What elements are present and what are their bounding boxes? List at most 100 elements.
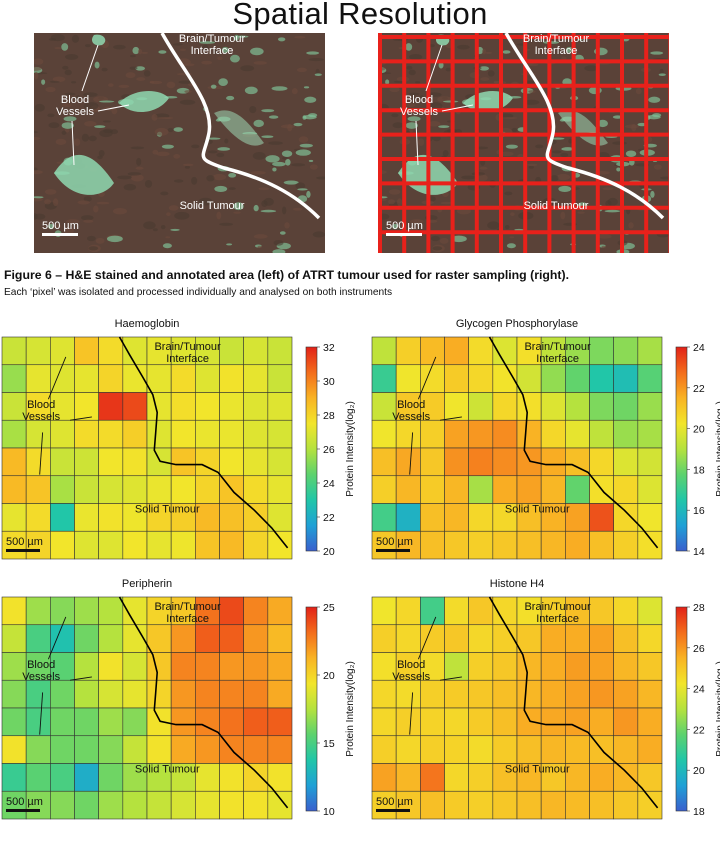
heatmap-cell bbox=[146, 419, 172, 449]
heatmap-panel-histone-h4: Histone H4 Brain/Tumour Interface Blood Vess… bbox=[371, 574, 720, 844]
blood-vessels-label: Blood bbox=[397, 399, 425, 411]
blood-vessels-label: Vessels bbox=[22, 411, 60, 423]
heatmap-cell bbox=[516, 624, 542, 653]
tissue-texture bbox=[34, 34, 325, 253]
heatmap-cell bbox=[243, 596, 269, 626]
heatmap-cell bbox=[170, 336, 196, 366]
scale-bar bbox=[386, 233, 422, 236]
heatmap-cell bbox=[468, 652, 494, 681]
colorbar-tick-label: 20 bbox=[323, 670, 335, 682]
heatmap-cell bbox=[589, 624, 614, 653]
raster-sampling-image: Brain/Tumour Interface Blood Vessels Solid T… bbox=[378, 33, 669, 253]
heatmap-cell bbox=[50, 624, 75, 653]
heatmap-cell bbox=[146, 364, 172, 393]
heatmap-cell bbox=[613, 624, 639, 653]
heatmap-cell bbox=[613, 392, 639, 421]
heatmap-cell bbox=[565, 336, 590, 366]
heatmap-cell bbox=[50, 392, 75, 421]
colorbar-tick-label: 14 bbox=[693, 546, 705, 558]
heatmap-cell bbox=[613, 652, 639, 681]
annotation-arrow bbox=[70, 416, 92, 421]
heatmap-cell bbox=[1, 447, 27, 477]
heatmap-cell bbox=[540, 707, 566, 737]
colorbar-tick-label: 28 bbox=[323, 410, 335, 422]
heatmap-cell bbox=[170, 392, 196, 421]
heatmap-cell bbox=[243, 652, 269, 681]
colorbar-tick-label: 18 bbox=[693, 806, 705, 818]
heatmap-cell bbox=[195, 596, 220, 626]
heatmap-cell bbox=[243, 735, 269, 764]
heatmap-cell bbox=[444, 596, 469, 626]
heatmap-cell bbox=[565, 364, 590, 393]
heatmap-cell bbox=[371, 790, 397, 820]
heatmap-cell bbox=[50, 475, 75, 504]
vessel-patch bbox=[91, 34, 106, 46]
heatmap-cell bbox=[420, 763, 445, 792]
heatmap-cell bbox=[122, 790, 148, 820]
interface-label: Interface bbox=[191, 45, 234, 57]
heatmap-cell bbox=[219, 447, 244, 477]
annotation-arrow bbox=[440, 676, 462, 681]
solid-tumour-label: Solid Tumour bbox=[524, 200, 589, 212]
heatmap-cell bbox=[444, 503, 469, 532]
heatmap-cell bbox=[267, 624, 293, 653]
heatmap-cell bbox=[468, 336, 494, 366]
annotation-arrow bbox=[441, 104, 474, 112]
heatmap-cell bbox=[267, 447, 293, 477]
heatmap-cell bbox=[219, 596, 244, 626]
heatmap-cell bbox=[170, 530, 196, 560]
scale-bar bbox=[376, 549, 410, 552]
interface-label: Brain/Tumour bbox=[154, 601, 221, 613]
heatmap-cell bbox=[565, 392, 590, 421]
heatmap-cell bbox=[98, 364, 124, 393]
heatmap-cell bbox=[98, 392, 124, 421]
colorbar-tick-label: 32 bbox=[323, 342, 335, 354]
heatmap-cell bbox=[122, 392, 148, 421]
heatmap-cell bbox=[637, 790, 663, 820]
colorbar-label: Protein Intensity(log₂) bbox=[715, 661, 720, 757]
heatmap-cell bbox=[395, 419, 421, 449]
heatmap-cell bbox=[516, 735, 542, 764]
heatmap-cell bbox=[565, 419, 590, 449]
heatmap-cell bbox=[492, 735, 518, 764]
heatmap-cell bbox=[444, 364, 469, 393]
heatmap-cell bbox=[122, 679, 148, 709]
colorbar-label: Protein Intensity(log₂) bbox=[345, 661, 356, 757]
heatmap-cell bbox=[444, 790, 469, 820]
heatmap-cell bbox=[420, 530, 445, 560]
colorbar-tick-label: 22 bbox=[693, 724, 705, 736]
heatmap-cell bbox=[613, 447, 639, 477]
heatmap-cell bbox=[1, 596, 27, 626]
annotation-arrow bbox=[81, 44, 99, 92]
heatmap-cell bbox=[589, 530, 614, 560]
heatmap-cells bbox=[371, 596, 663, 820]
heatmap-cell bbox=[267, 475, 293, 504]
heatmap-cell bbox=[267, 419, 293, 449]
heatmap-cell bbox=[589, 596, 614, 626]
heatmap-cell bbox=[516, 596, 542, 626]
heatmap-cell bbox=[492, 503, 518, 532]
heatmap-cell bbox=[444, 652, 469, 681]
heatmap-cell bbox=[395, 503, 421, 532]
annotation-arrow bbox=[47, 616, 67, 660]
tumour-boundary-line bbox=[160, 33, 321, 220]
colorbar-tick-label: 20 bbox=[693, 765, 705, 777]
colorbar-tick-label: 22 bbox=[323, 512, 335, 524]
heatmap-cell bbox=[170, 596, 196, 626]
heatmap-cell bbox=[589, 336, 614, 366]
figure-caption-sub: Each ‘pixel’ was isolated and processed … bbox=[4, 287, 393, 298]
heatmap-cell bbox=[219, 392, 244, 421]
heatmap-cell bbox=[371, 596, 397, 626]
heatmap-cell bbox=[420, 503, 445, 532]
heatmap-cell bbox=[565, 790, 590, 820]
heatmap-cell bbox=[420, 336, 445, 366]
heatmap-cell bbox=[492, 707, 518, 737]
heatmap-cell bbox=[219, 679, 244, 709]
tumour-boundary-line bbox=[488, 596, 659, 809]
heatmap-cell bbox=[50, 679, 75, 709]
heatmap-cell bbox=[613, 503, 639, 532]
heatmap-cell bbox=[540, 392, 566, 421]
heatmap-cell bbox=[540, 652, 566, 681]
heatmap-cell bbox=[219, 707, 244, 737]
scale-bar bbox=[6, 549, 40, 552]
